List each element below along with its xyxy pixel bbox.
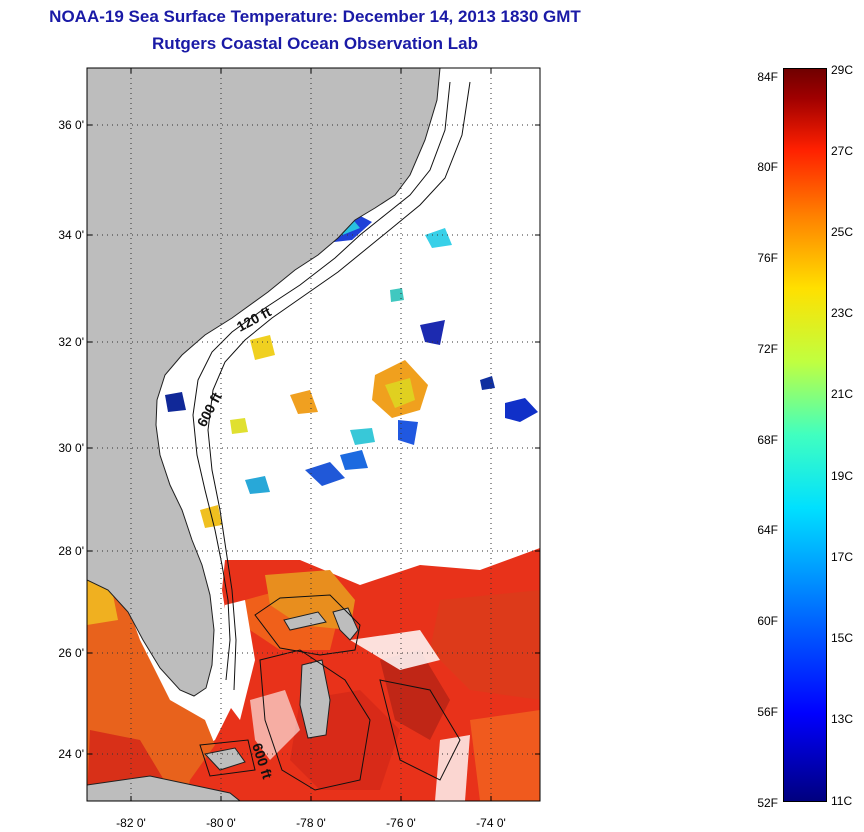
map-frame <box>86 67 541 802</box>
great-bahama-bank-contour <box>259 649 371 791</box>
lon-label-80: -80 0' <box>206 816 236 830</box>
colorbar-f-label: 64F <box>757 523 778 537</box>
lat-label-30: 30 0' <box>58 441 84 455</box>
lat-label-36: 36 0' <box>58 118 84 132</box>
lon-label-74: -74 0' <box>476 816 506 830</box>
axis-ticks <box>87 68 540 801</box>
lat-label-34: 34 0' <box>58 228 84 242</box>
colorbar-c-label: 19C <box>831 469 854 483</box>
lat-label-24: 24 0' <box>58 747 84 761</box>
bahamas-bank-contour <box>254 594 361 656</box>
colorbar-f-label: 84F <box>757 70 778 84</box>
southeast-us-land <box>87 68 441 697</box>
lat-label-32: 32 0' <box>58 335 84 349</box>
map-subtitle: Rutgers Coastal Ocean Observation Lab <box>152 34 478 53</box>
colorbar-f-label: 68F <box>757 433 778 447</box>
colorbar-c-label: 23C <box>831 306 854 320</box>
exuma-contour <box>379 679 461 781</box>
map-title: NOAA-19 Sea Surface Temperature: Decembe… <box>49 7 581 26</box>
colorbar-f-label: 76F <box>757 251 778 265</box>
colorbar-f-label: 56F <box>757 705 778 719</box>
grand-bahama-island <box>283 611 327 631</box>
colorbar-c-label: 29C <box>831 63 854 77</box>
temperature-colorbar <box>783 68 827 802</box>
colorbar-c-label: 11C <box>831 794 853 808</box>
abaco-island <box>332 607 359 641</box>
colorbar-c-label: 13C <box>831 712 854 726</box>
colorbar-f-label: 72F <box>757 342 778 356</box>
cay-sal-contour <box>199 739 256 777</box>
contour-600ft <box>207 81 471 691</box>
colorbar-c-label: 25C <box>831 225 854 239</box>
cay-sal-bank <box>204 747 246 771</box>
sst-warm-region <box>87 548 540 801</box>
colorbar-c-label: 15C <box>831 631 854 645</box>
lat-label-26: 26 0' <box>58 646 84 660</box>
cuba-coast-land <box>87 775 241 801</box>
colorbar-f-label: 60F <box>757 614 778 628</box>
colorbar-c-label: 21C <box>831 387 854 401</box>
colorbar-c-label: 17C <box>831 550 854 564</box>
andros-island <box>299 659 331 739</box>
colorbar-c-label: 27C <box>831 144 854 158</box>
graticule <box>87 68 540 801</box>
colorbar-f-label: 80F <box>757 160 778 174</box>
colorbar-f-label: 52F <box>757 796 778 810</box>
lat-label-28: 28 0' <box>58 544 84 558</box>
lon-label-78: -78 0' <box>296 816 326 830</box>
lon-label-82: -82 0' <box>116 816 146 830</box>
lon-label-76: -76 0' <box>386 816 416 830</box>
